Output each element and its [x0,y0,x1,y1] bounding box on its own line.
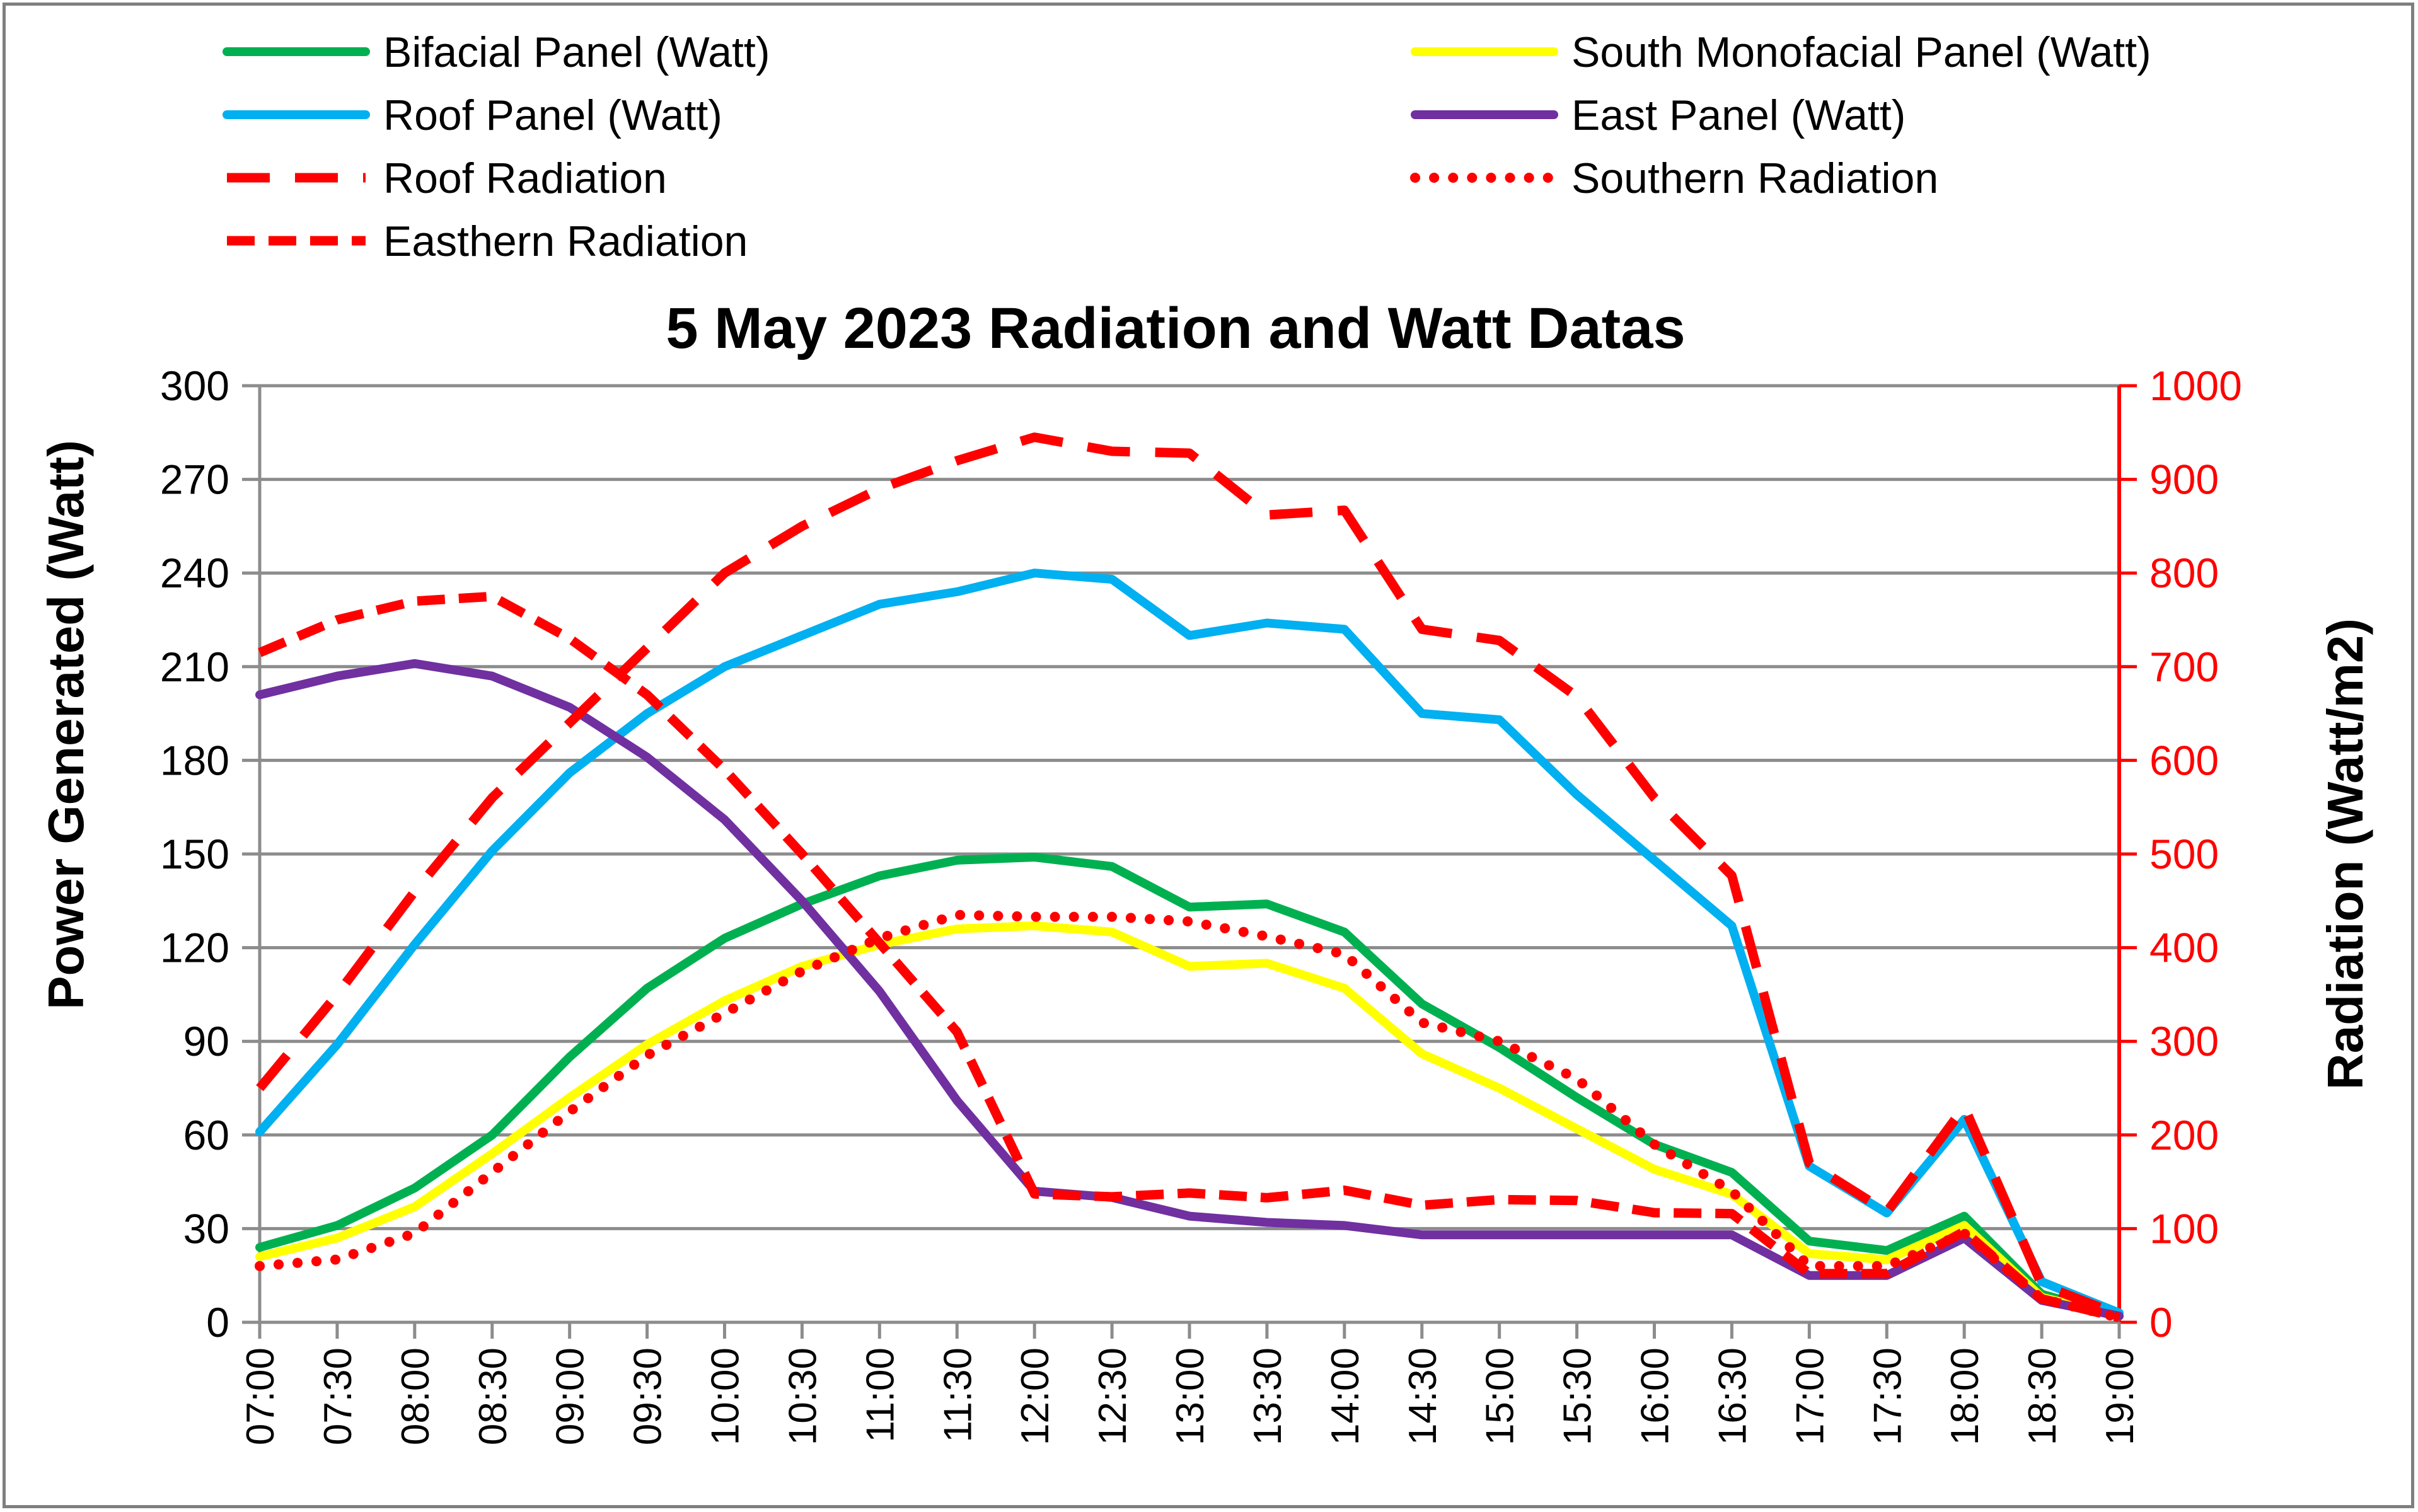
axes: 0 30 60 90 120 150 180 210 240 270 300 0 100 200 300 40… [160,362,2242,1445]
y2-tick-label: 500 [2149,831,2219,877]
y-tick-label: 300 [160,362,229,409]
y2-tick-label: 0 [2149,1299,2173,1346]
x-tick-label: 19:00 [2098,1348,2142,1445]
x-tick-label: 15:00 [1479,1348,1522,1445]
legend-label-roof-panel-watt: Roof Panel (Watt) [383,91,722,139]
series-line-bifacial-panel-watt [255,853,2124,1321]
x-tick-label: 17:00 [1788,1348,1832,1445]
x-tick-label: 13:00 [1169,1348,1212,1445]
legend: Bifacial Panel (Watt) South Monofacial Pa… [223,28,2151,265]
series-line-roof-radiation [256,432,2121,1320]
y2-tick-label: 400 [2149,925,2219,971]
y-tick-label: 60 [183,1112,229,1158]
series-layer [255,432,2124,1323]
y2-tick-label: 900 [2149,456,2219,503]
y-tick-label: 180 [160,737,229,783]
x-tick-label: 07:30 [316,1348,360,1445]
x-tick-label: 13:30 [1246,1348,1290,1445]
y-axis-title: Power Generated (Watt) [38,440,94,1010]
series-line-roof-panel-watt [255,568,2124,1318]
legend-label-roof-radiation: Roof Radiation [383,154,667,202]
x-tick-label: 16:30 [1711,1348,1754,1445]
series-line-easthern-radiation [258,591,2120,1322]
chart-title: 5 May 2023 Radiation and Watt Datas [666,296,1685,361]
y2-tick-label: 300 [2149,1018,2219,1065]
y-tick-label: 0 [206,1299,229,1346]
y-tick-label: 240 [160,550,229,596]
x-tick-label: 18:30 [2021,1348,2064,1445]
x-tick-label: 14:00 [1324,1348,1367,1445]
x-tick-label: 17:30 [1866,1348,1909,1445]
series-line-southern-radiation [255,909,2124,1323]
x-tick-label: 08:30 [471,1348,515,1445]
y2-axis-title: Radiation (Watt/m2) [2317,618,2373,1090]
chart-frame [3,3,2414,1508]
legend-label-east-panel-watt: East Panel (Watt) [1571,91,1906,139]
legend-label-easthern-radiation: Easthern Radiation [383,217,748,265]
x-tick-label: 16:00 [1634,1348,1677,1445]
legend-label-southern-radiation: Southern Radiation [1571,154,1938,202]
y2-tick-label: 700 [2149,643,2219,690]
y-tick-label: 120 [160,925,229,971]
x-tick-label: 07:00 [239,1348,282,1445]
y-tick-label: 210 [160,643,229,690]
series-line-south-monofacial-panel-watt [255,921,2124,1321]
y-tick-label: 90 [183,1018,229,1065]
x-tick-label: 10:30 [781,1348,824,1445]
x-tick-label: 11:30 [936,1348,980,1443]
x-tick-label: 18:00 [1943,1348,1987,1445]
y2-tick-label: 1000 [2149,362,2242,409]
x-tick-label: 12:30 [1091,1348,1135,1445]
y2-tick-label: 100 [2149,1205,2219,1252]
x-tick-label: 08:00 [394,1348,437,1445]
x-tick-label: 09:00 [549,1348,593,1445]
gridlines [260,384,2119,1230]
x-tick-label: 11:00 [859,1348,902,1443]
x-tick-label: 14:30 [1401,1348,1445,1445]
y-tick-label: 30 [183,1205,229,1252]
legend-label-bifacial-panel-watt: Bifacial Panel (Watt) [383,28,770,76]
y2-tick-label: 800 [2149,550,2219,596]
y-tick-label: 150 [160,831,229,877]
y-tick-label: 270 [160,456,229,503]
y2-tick-label: 200 [2149,1112,2219,1158]
x-tick-label: 10:00 [704,1348,748,1445]
x-tick-label: 12:00 [1014,1348,1057,1445]
series-line-east-panel-watt [255,659,2124,1321]
legend-label-south-monofacial-panel-watt: South Monofacial Panel (Watt) [1571,28,2151,76]
x-tick-label: 09:30 [627,1348,670,1445]
x-tick-label: 15:30 [1556,1348,1600,1445]
y2-tick-label: 600 [2149,737,2219,783]
